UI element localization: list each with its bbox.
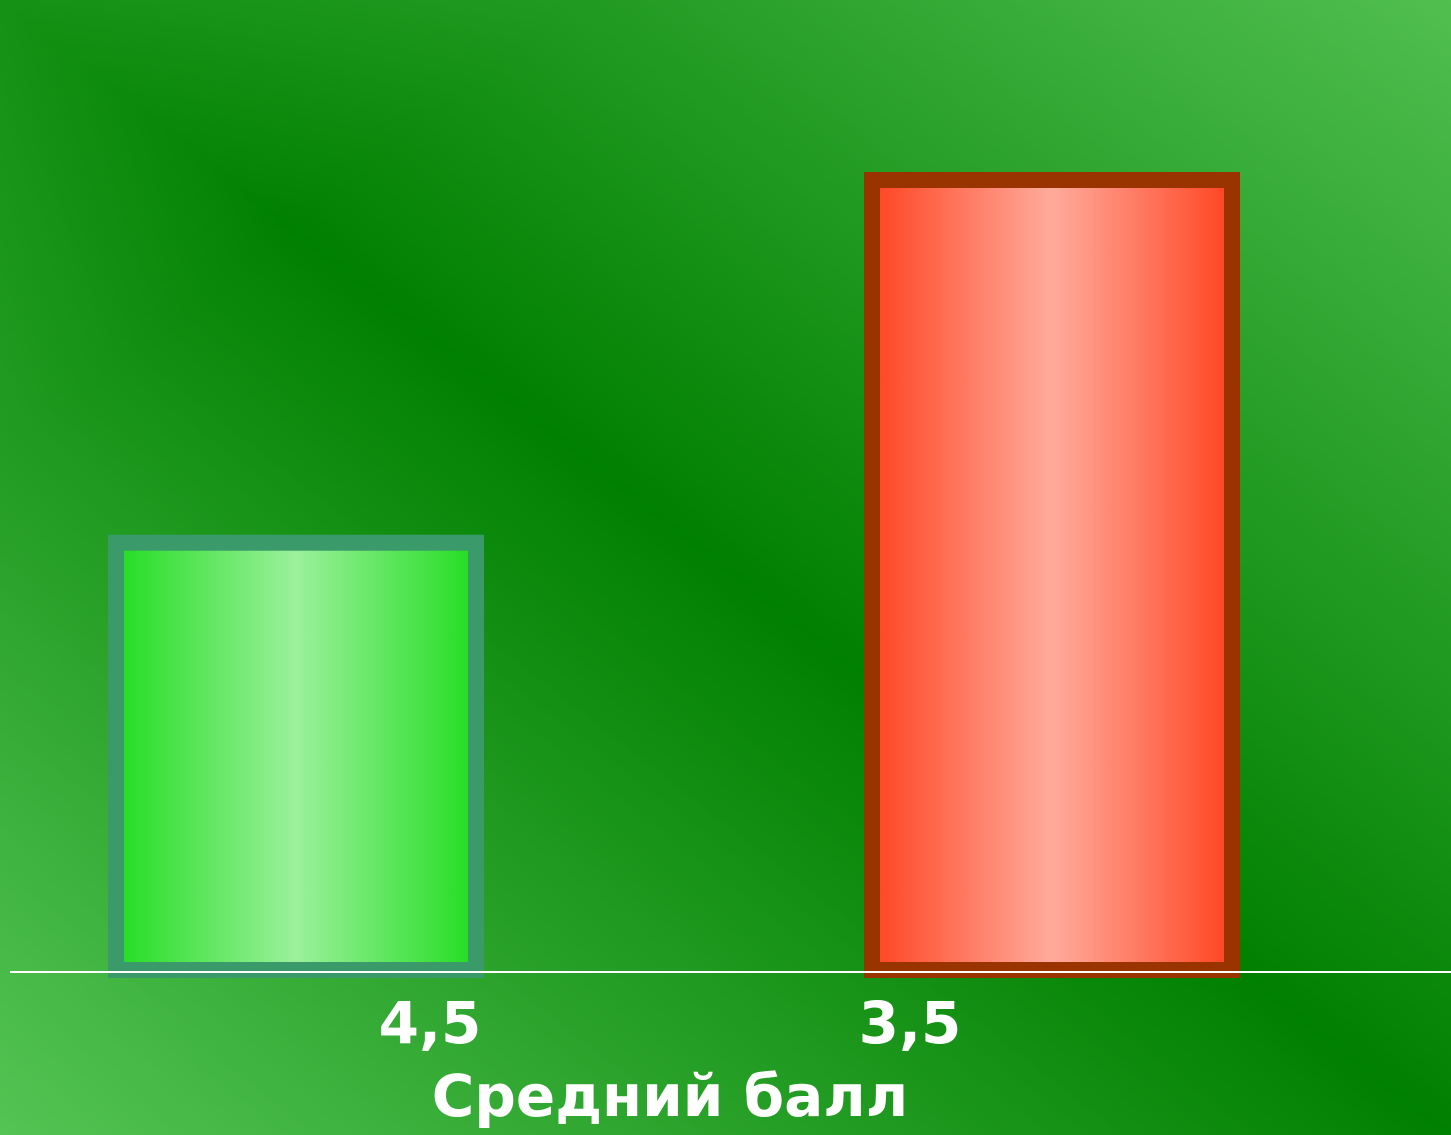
x-tick-label: 3,5 bbox=[859, 989, 962, 1057]
x-tick-label: 4,5 bbox=[379, 989, 482, 1057]
x-axis-label: Средний балл bbox=[432, 1062, 908, 1130]
bar bbox=[864, 172, 1240, 978]
bar bbox=[108, 534, 484, 979]
